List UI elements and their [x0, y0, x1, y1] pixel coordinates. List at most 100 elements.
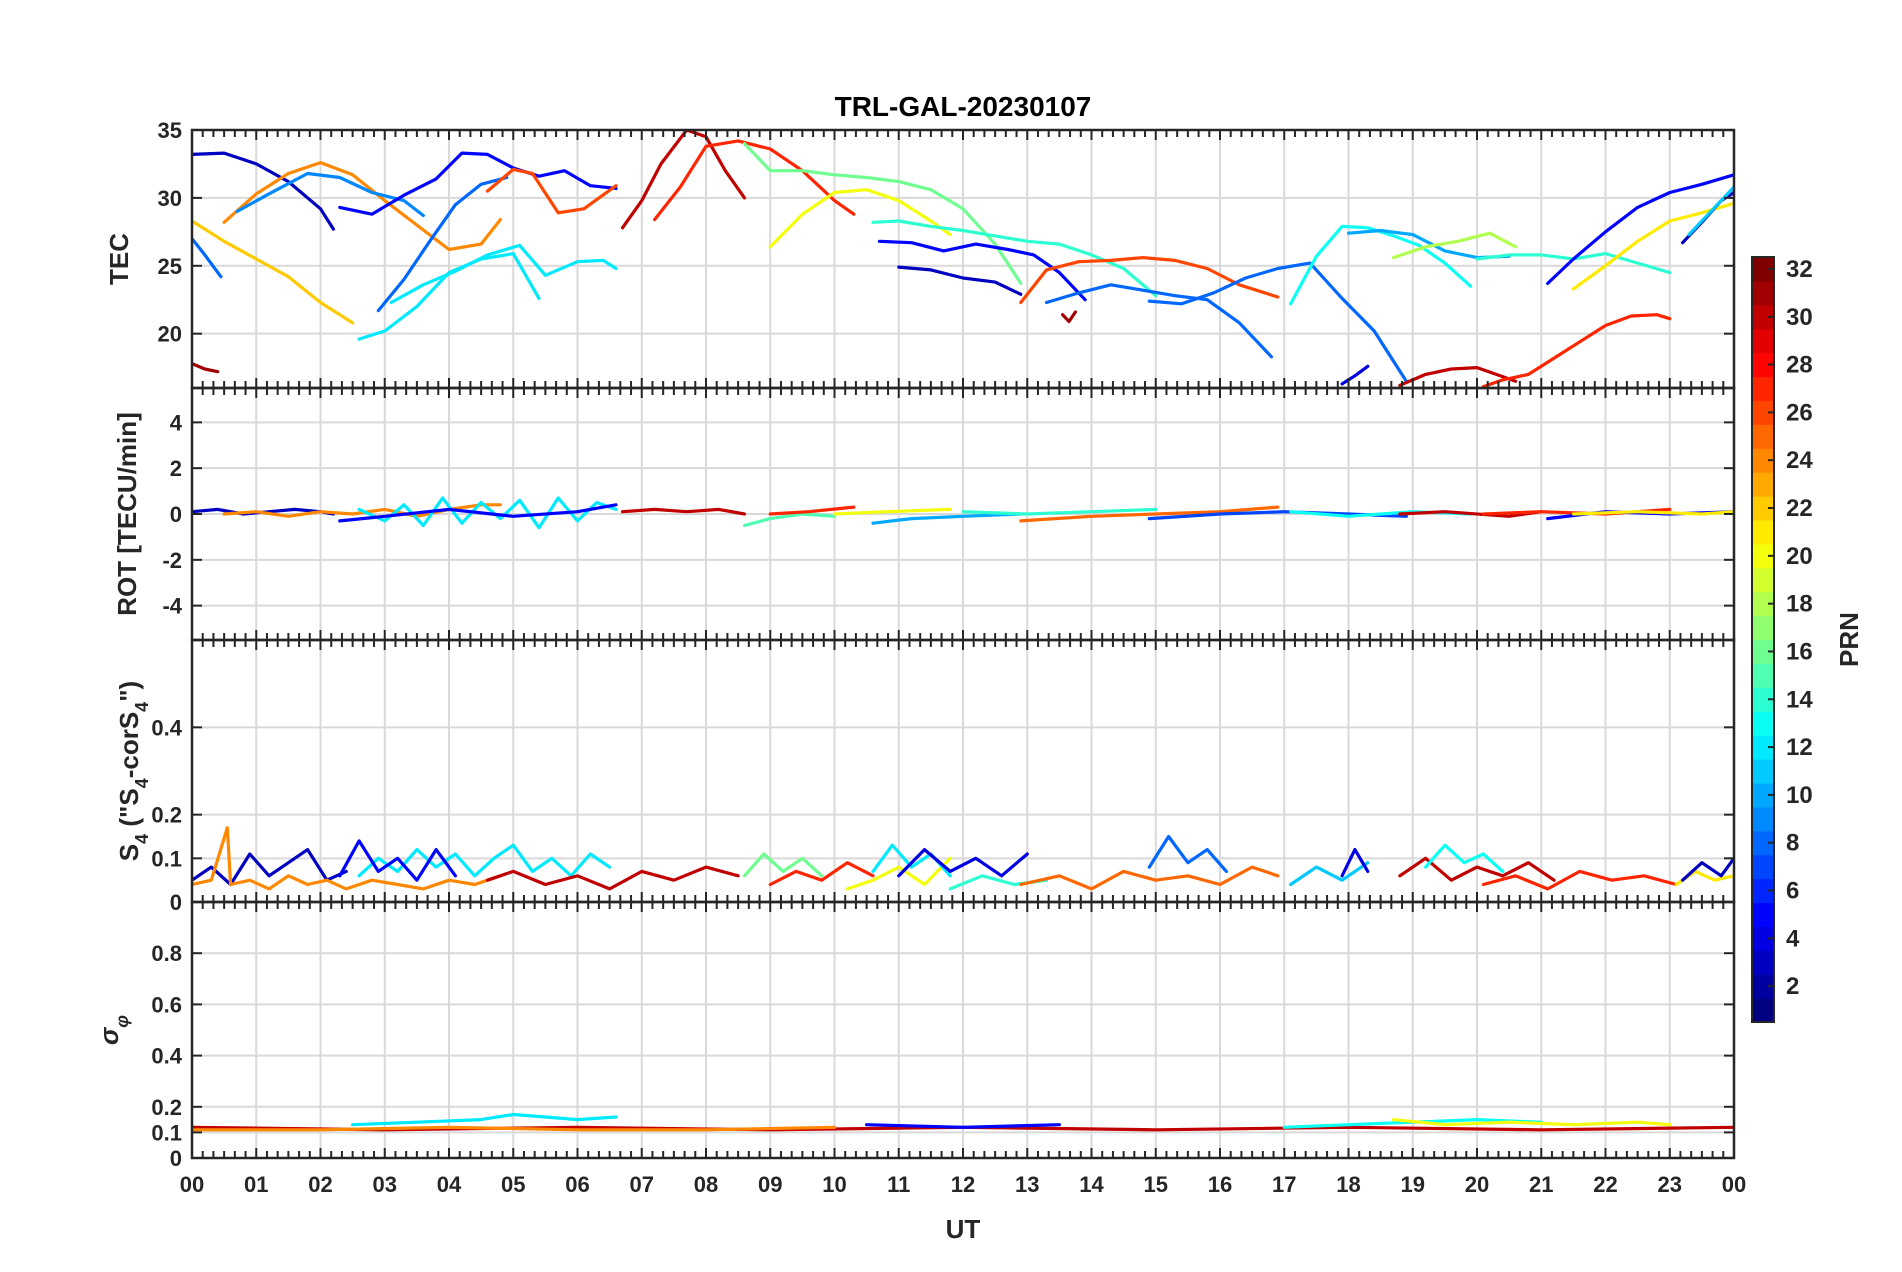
series-line-prn-26: [485, 167, 618, 215]
y-tick-label: 0.2: [151, 1095, 182, 1120]
y-tick-label: 0.1: [151, 1120, 182, 1145]
y-tick-label: 0.2: [151, 803, 182, 828]
colorbar-segment: [1752, 400, 1774, 425]
series-line-prn-16: [742, 852, 824, 878]
series-line-prn-25: [1019, 865, 1280, 891]
series-line-prn-27: [768, 505, 856, 516]
colorbar-segment: [1752, 926, 1774, 951]
colorbar-segment: [1752, 567, 1774, 593]
x-tick-label: 15: [1144, 1172, 1168, 1197]
x-tick-label: 10: [822, 1172, 846, 1197]
series-line-prn-16: [742, 142, 1023, 285]
series-line-prn-12: [357, 496, 618, 530]
x-tick-label: 09: [758, 1172, 782, 1197]
colorbar-segment: [1752, 615, 1774, 641]
colorbar-segment: [1752, 496, 1774, 521]
y-tick-label: 0.4: [151, 1044, 182, 1069]
y-tick-label: 30: [158, 186, 182, 211]
series-line-prn-12: [351, 1112, 618, 1127]
series-line-prn-24: [222, 503, 502, 518]
colorbar-tick-label: 28: [1786, 352, 1813, 379]
colorbar-segment: [1752, 519, 1774, 545]
x-tick-label: 07: [630, 1172, 654, 1197]
colorbar-tick-label: 20: [1786, 543, 1813, 570]
colorbar-segment: [1752, 663, 1774, 688]
colorbar-segment: [1752, 257, 1774, 282]
series-line-prn-4: [1340, 364, 1370, 386]
colorbar-tick-label: 2: [1786, 973, 1799, 1000]
x-tick-label: 18: [1336, 1172, 1360, 1197]
colorbar-tick-label: 32: [1786, 256, 1813, 283]
colorbar-tick-label: 14: [1786, 686, 1813, 713]
y-axis-label-rot: ROT [TECU/min]: [112, 412, 142, 616]
series-line-prn-4: [897, 848, 1029, 878]
colorbar-segment: [1752, 998, 1774, 1023]
series-line-prn-12: [389, 243, 618, 305]
y-tick-label: 0.1: [151, 846, 182, 871]
y-axis-label-sigma: σφ: [94, 1015, 132, 1045]
x-tick-label: 00: [180, 1172, 204, 1197]
figure-title: TRL-GAL-20230107: [835, 91, 1092, 122]
colorbar-segment: [1752, 830, 1774, 856]
colorbar-segment: [1752, 280, 1774, 306]
y-tick-label: 35: [158, 118, 182, 143]
series-line-prn-24: [222, 161, 502, 252]
colorbar-label: PRN: [1834, 612, 1864, 667]
colorbar-segment: [1752, 304, 1774, 330]
x-tick-label: 19: [1401, 1172, 1425, 1197]
series-line-prn-9: [235, 171, 425, 218]
series-line-prn-21: [1571, 510, 1734, 516]
y-tick-label: 0.6: [151, 992, 182, 1017]
colorbar-segment: [1752, 639, 1774, 665]
series-line-prn-5: [1546, 173, 1734, 285]
colorbar-tick-label: 22: [1786, 495, 1813, 522]
x-tick-label: 00: [1722, 1172, 1746, 1197]
colorbar-tick-label: 12: [1786, 734, 1813, 761]
series-line-prn-31: [1061, 310, 1077, 324]
series-line-prn-25: [1019, 505, 1280, 523]
colorbar-segment: [1752, 352, 1774, 378]
series-line-prn-3: [192, 848, 348, 887]
colorbar-segment: [1752, 543, 1774, 569]
y-tick-label: 20: [158, 322, 182, 347]
colorbar-tick-label: 30: [1786, 304, 1813, 331]
y-tick-label: -4: [162, 594, 182, 619]
panel-frame: [190, 900, 1736, 1160]
x-tick-label: 21: [1529, 1172, 1553, 1197]
series-group: [192, 826, 1734, 891]
series-line-prn-8: [376, 175, 509, 313]
y-tick-label: 0: [170, 502, 182, 527]
colorbar-tick-label: 16: [1786, 638, 1813, 665]
series-line-prn-8: [1147, 834, 1228, 873]
x-tick-label: 02: [308, 1172, 332, 1197]
colorbar-segment: [1752, 902, 1774, 927]
series-line-prn-18: [1391, 231, 1518, 260]
series-line-prn-15: [742, 512, 837, 528]
series-line-prn-20: [832, 507, 952, 516]
colorbar-tick-label: 4: [1786, 925, 1800, 952]
colorbar-segment: [1752, 711, 1774, 736]
panel-sigma: 00.10.2 0.4 0.6 0.8: [151, 900, 1736, 1171]
series-group: [192, 130, 1734, 388]
series-line-prn-20: [845, 856, 952, 891]
series-line-prn-27: [1481, 313, 1672, 388]
series-line-prn-20: [1391, 1118, 1672, 1127]
colorbar-tick-label: 10: [1786, 782, 1813, 809]
series-line-prn-8: [1044, 283, 1273, 359]
series-line-prn-14: [961, 507, 1158, 516]
panel-tec: 20 25 30 35: [158, 118, 1736, 390]
x-tick-label: 13: [1015, 1172, 1039, 1197]
panel-s4: 0 0.1 0.2 0.4: [151, 638, 1736, 915]
panel-rot: -4 -2 0 2 4: [162, 386, 1736, 642]
series-line-prn-21: [1571, 201, 1734, 291]
colorbar-segment: [1752, 759, 1774, 784]
colorbar-segment: [1752, 472, 1774, 497]
colorbar-frame: [1751, 256, 1775, 1023]
y-tick-label: 4: [170, 410, 183, 435]
series-line-prn-11: [1687, 185, 1734, 237]
colorbar-tick-label: 26: [1786, 399, 1813, 426]
series-line-prn-30: [1398, 856, 1556, 882]
y-tick-label: 0: [170, 890, 182, 915]
y-tick-label: 25: [158, 254, 182, 279]
